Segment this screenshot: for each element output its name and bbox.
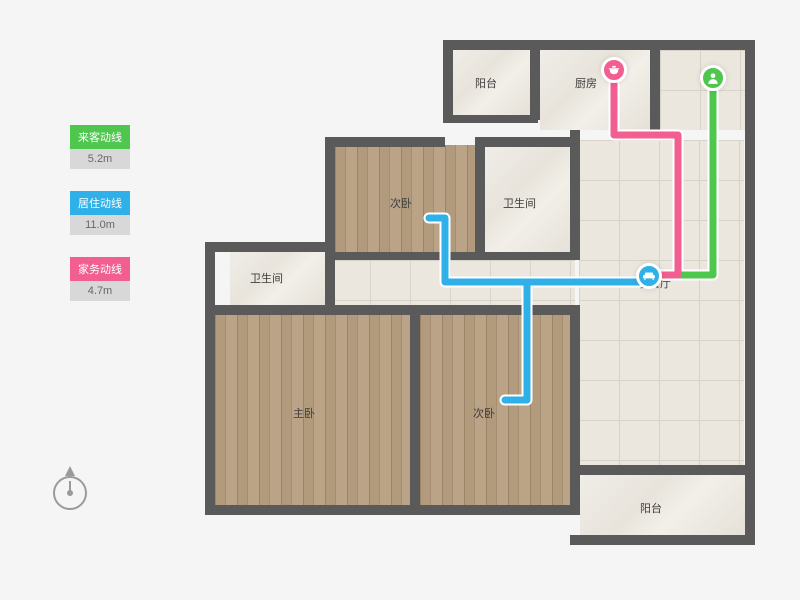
room-label: 阳台 xyxy=(475,75,497,91)
room-label: 卫生间 xyxy=(250,270,283,286)
wall xyxy=(325,137,445,147)
room-entry xyxy=(660,50,745,130)
wall xyxy=(570,465,750,475)
wall xyxy=(443,40,453,120)
legend-value: 11.0m xyxy=(70,215,130,235)
wall xyxy=(650,40,660,135)
wall xyxy=(205,305,580,315)
room-label: 次卧 xyxy=(390,195,412,211)
room-label: 阳台 xyxy=(640,500,662,516)
room-label: 次卧 xyxy=(473,405,495,421)
wall xyxy=(335,252,580,260)
floorplan: 阳台厨房次卧卫生间卫生间客餐厅主卧次卧阳台 xyxy=(175,20,775,580)
room-label: 卫生间 xyxy=(503,195,536,211)
wall xyxy=(570,535,755,545)
compass-icon xyxy=(50,470,90,510)
wall xyxy=(570,130,580,258)
wall xyxy=(475,137,575,147)
legend-value: 4.7m xyxy=(70,281,130,301)
wall xyxy=(410,310,420,510)
guest-marker-icon xyxy=(700,65,726,91)
legend-item-living: 居住动线 11.0m xyxy=(70,191,130,235)
room-label: 主卧 xyxy=(293,405,315,421)
legend: 来客动线 5.2m 居住动线 11.0m 家务动线 4.7m xyxy=(70,125,130,323)
wall xyxy=(475,140,485,258)
wall xyxy=(205,242,215,512)
legend-label: 居住动线 xyxy=(70,191,130,215)
wall xyxy=(205,242,330,252)
room-label: 厨房 xyxy=(575,75,597,91)
legend-item-guest: 来客动线 5.2m xyxy=(70,125,130,169)
legend-label: 家务动线 xyxy=(70,257,130,281)
room-balcony2 xyxy=(580,475,745,535)
wall xyxy=(443,40,753,50)
room-corridor xyxy=(330,260,575,308)
room-bedroom2b xyxy=(420,315,570,505)
legend-label: 来客动线 xyxy=(70,125,130,149)
wall xyxy=(570,310,580,515)
room-living xyxy=(579,140,744,465)
legend-value: 5.2m xyxy=(70,149,130,169)
house-marker-icon xyxy=(601,57,627,83)
wall xyxy=(530,40,540,120)
legend-item-house: 家务动线 4.7m xyxy=(70,257,130,301)
wall xyxy=(325,137,335,310)
living-marker-icon xyxy=(636,263,662,289)
wall xyxy=(205,505,575,515)
wall xyxy=(443,115,538,123)
